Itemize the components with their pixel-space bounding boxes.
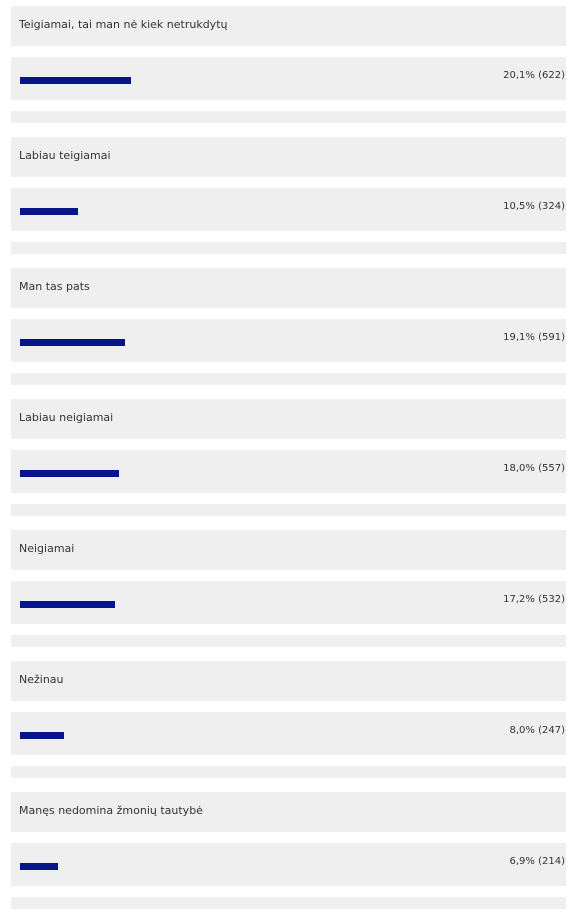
- result-percentage: 19,1% (591): [503, 332, 565, 343]
- result-percentage: 10,5% (324): [503, 201, 565, 212]
- poll-option: Labiau teigiamai 10,5% (324): [11, 137, 566, 254]
- option-label: Nežinau: [19, 673, 64, 686]
- poll-option: Teigiamai, tai man nė kiek netrukdytų 20…: [11, 6, 566, 123]
- result-bar: [20, 601, 115, 608]
- result-percentage: 8,0% (247): [509, 725, 565, 736]
- poll-option: Labiau neigiamai 18,0% (557): [11, 399, 566, 516]
- result-percentage: 6,9% (214): [509, 856, 565, 867]
- option-label: Teigiamai, tai man nė kiek netrukdytų: [19, 18, 228, 31]
- result-bar: [20, 339, 125, 346]
- poll-option: Neigiamai 17,2% (532): [11, 530, 566, 647]
- option-label: Neigiamai: [19, 542, 75, 555]
- poll-results: Teigiamai, tai man nė kiek netrukdytų 20…: [11, 6, 566, 923]
- option-label: Manęs nedomina žmonių tautybė: [19, 804, 203, 817]
- result-percentage: 20,1% (622): [503, 70, 565, 81]
- poll-option: Manęs nedomina žmonių tautybė 6,9% (214): [11, 792, 566, 909]
- result-bar: [20, 732, 64, 739]
- result-bar: [20, 77, 131, 84]
- option-label: Labiau neigiamai: [19, 411, 114, 424]
- poll-option: Nežinau 8,0% (247): [11, 661, 566, 778]
- option-label: Labiau teigiamai: [19, 149, 111, 162]
- result-percentage: 18,0% (557): [503, 463, 565, 474]
- poll-option: Man tas pats 19,1% (591): [11, 268, 566, 385]
- result-bar: [20, 470, 119, 477]
- option-label: Man tas pats: [19, 280, 90, 293]
- result-percentage: 17,2% (532): [503, 594, 565, 605]
- result-bar: [20, 863, 58, 870]
- result-bar: [20, 208, 78, 215]
